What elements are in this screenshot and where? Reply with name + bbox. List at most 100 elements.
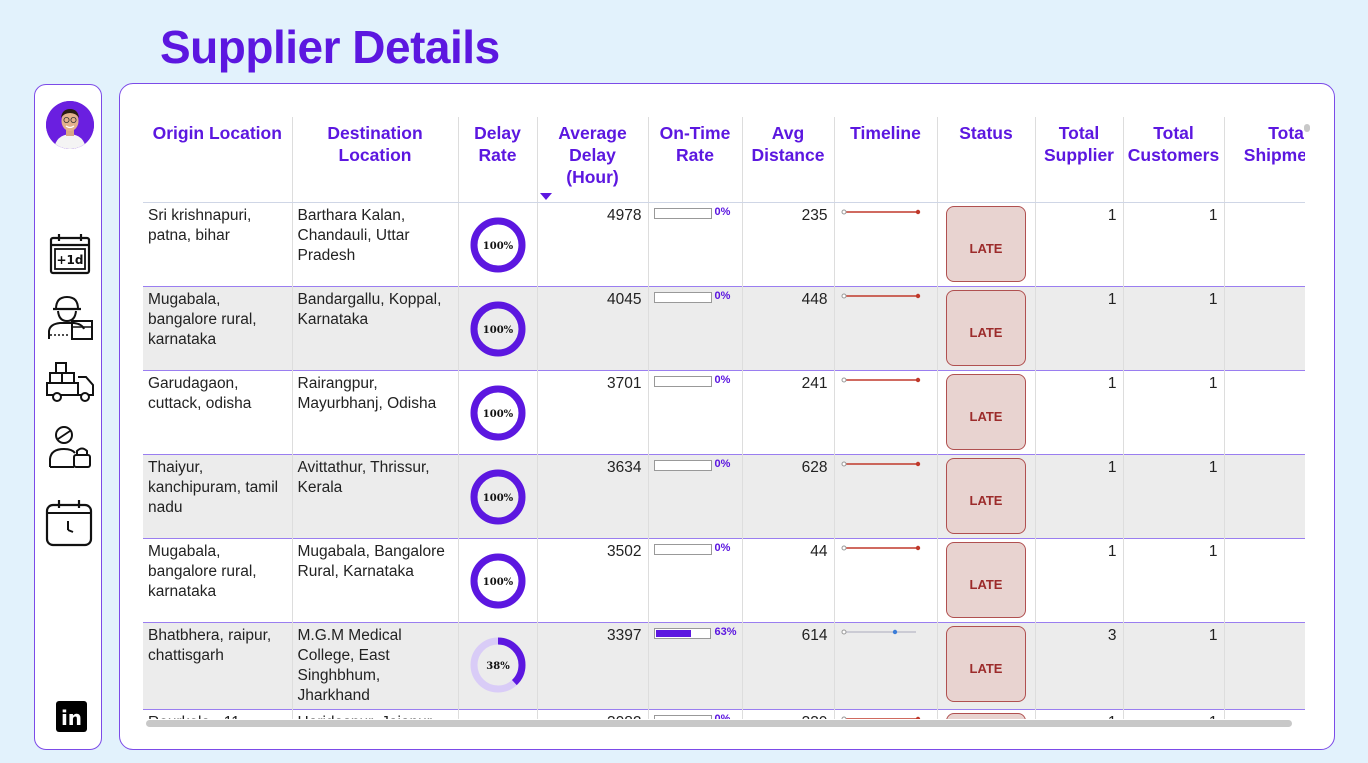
timeline-cell [834, 202, 938, 286]
total-customers-cell: 1 [1123, 454, 1225, 538]
avg-distance-cell: 44 [742, 538, 835, 622]
status-cell: LATE [937, 370, 1036, 454]
on-time-label: 0% [714, 541, 731, 554]
on-time-label: 0% [714, 457, 731, 470]
on-time-bar-wrap: 0% [653, 541, 737, 555]
table-row[interactable]: Rourkela - 11, Haridaspur, Jajapur, 100%… [143, 709, 1305, 719]
timeline-sparkline [841, 377, 920, 382]
user-with-lock-icon[interactable] [44, 421, 96, 473]
on-time-bar [653, 714, 712, 719]
status-badge: LATE [946, 457, 1026, 534]
timeline-point [915, 545, 920, 550]
column-header-avg-distance[interactable]: Avg Distance [742, 117, 835, 203]
delivery-truck-icon[interactable] [44, 355, 96, 407]
table-row[interactable]: Mugabala, bangalore rural, karnataka Muga… [143, 538, 1305, 622]
origin-cell: Sri krishnapuri, patna, bihar [143, 202, 293, 286]
total-shipments-cell: 8 [1224, 622, 1305, 709]
column-header-delay-rate[interactable]: Delay Rate [458, 117, 538, 203]
on-time-bar [653, 375, 712, 387]
delay-rate-donut: 38% [470, 637, 525, 692]
table-row[interactable]: Thaiyur, kanchipuram, tamil nadu Avittath… [143, 454, 1305, 538]
on-time-bar [653, 627, 712, 639]
vertical-scrollbar[interactable] [1304, 124, 1310, 132]
timeline-point [915, 716, 920, 719]
donut-label: 100% [482, 241, 513, 252]
average-delay-cell: 3634 [537, 454, 649, 538]
column-header-on-time-rate[interactable]: On-Time Rate [648, 117, 743, 203]
timeline-point [915, 293, 920, 298]
linkedin-label: in [61, 706, 82, 730]
origin-cell: Garudagaon, cuttack, odisha [143, 370, 293, 454]
avg-distance-cell: 628 [742, 454, 835, 538]
column-header-origin[interactable]: Origin Location [143, 117, 293, 203]
destination-cell: Mugabala, Bangalore Rural, Karnataka [292, 538, 459, 622]
on-time-rate-cell: 0% [648, 370, 743, 454]
total-customers-cell: 1 [1123, 709, 1225, 719]
on-time-label: 0% [714, 373, 731, 386]
linkedin-icon[interactable]: in [56, 701, 87, 732]
total-customers-cell: 1 [1123, 370, 1225, 454]
timeline-start-point [841, 377, 846, 382]
column-header-total-shipments[interactable]: Total Shipments [1224, 117, 1305, 203]
calendar-plus-one-day-icon[interactable]: +1d [44, 229, 96, 281]
table-row[interactable]: Bhatbhera, raipur, chattisgarh M.G.M Medi… [143, 622, 1305, 709]
table-row[interactable]: Garudagaon, cuttack, odisha Rairangpur, M… [143, 370, 1305, 454]
total-supplier-cell: 1 [1035, 538, 1124, 622]
average-delay-cell: 3502 [537, 538, 649, 622]
column-header-total-customers[interactable]: Total Customers [1123, 117, 1225, 203]
status-cell: LATE [937, 538, 1036, 622]
calendar-clock-icon[interactable] [44, 497, 96, 549]
table-row[interactable]: Mugabala, bangalore rural, karnataka Band… [143, 286, 1305, 370]
column-header-total-supplier[interactable]: Total Supplier [1035, 117, 1124, 203]
timeline-cell [834, 370, 938, 454]
timeline-start-point [841, 293, 846, 298]
on-time-bar-wrap: 63% [653, 626, 737, 639]
total-shipments-cell: 1 [1224, 202, 1305, 286]
column-header-destination[interactable]: Destination Location [292, 117, 459, 203]
status-badge: LATE [946, 205, 1026, 282]
total-supplier-cell: 1 [1035, 454, 1124, 538]
origin-cell: Thaiyur, kanchipuram, tamil nadu [143, 454, 293, 538]
destination-cell: M.G.M Medical College, East Singhbhum, J… [292, 622, 459, 709]
total-shipments-cell: 1 [1224, 538, 1305, 622]
donut-value-arc [470, 637, 525, 692]
destination-cell: Haridaspur, Jajapur, [292, 709, 459, 719]
on-time-label: 0% [714, 289, 731, 302]
donut-label: 100% [482, 577, 513, 588]
timeline-start-point [841, 209, 846, 214]
delay-rate-cell: 100% [458, 370, 538, 454]
destination-cell: Bandargallu, Koppal, Karnataka [292, 286, 459, 370]
column-header-status[interactable]: Status [937, 117, 1036, 203]
status-cell: LATE [937, 286, 1036, 370]
timeline-point [915, 461, 920, 466]
donut-value-arc [470, 301, 525, 356]
total-supplier-cell: 1 [1035, 286, 1124, 370]
origin-cell: Mugabala, bangalore rural, karnataka [143, 538, 293, 622]
timeline-start-point [841, 629, 846, 634]
on-time-bar-wrap: 0% [653, 373, 737, 387]
origin-cell: Mugabala, bangalore rural, karnataka [143, 286, 293, 370]
table-row[interactable]: Sri krishnapuri, patna, bihar Barthara Ka… [143, 202, 1305, 286]
on-time-rate-cell: 0% [648, 538, 743, 622]
avatar[interactable] [46, 101, 94, 149]
on-time-bar [653, 459, 712, 471]
column-header-timeline[interactable]: Timeline [834, 117, 938, 203]
column-header-average-delay[interactable]: Average Delay (Hour) [537, 117, 649, 203]
total-customers-cell: 1 [1123, 202, 1225, 286]
timeline-sparkline [841, 461, 920, 466]
delay-rate-cell: 100% [458, 538, 538, 622]
donut-value-arc [470, 553, 525, 608]
worker-with-box-icon[interactable] [44, 291, 96, 343]
status-cell: LATE [937, 622, 1036, 709]
on-time-label: 0% [714, 712, 731, 720]
sort-descending-icon[interactable] [539, 192, 552, 200]
table-viewport[interactable]: Origin Location Destination Location Del… [143, 117, 1305, 719]
horizontal-scrollbar[interactable] [146, 720, 1292, 727]
timeline-sparkline [841, 293, 920, 298]
on-time-bar [653, 207, 712, 219]
average-delay-cell: 4978 [537, 202, 649, 286]
status-badge: LATE [946, 289, 1026, 366]
on-time-bar-wrap: 0% [653, 289, 737, 303]
timeline-cell [834, 286, 938, 370]
donut-label: 100% [482, 493, 513, 504]
